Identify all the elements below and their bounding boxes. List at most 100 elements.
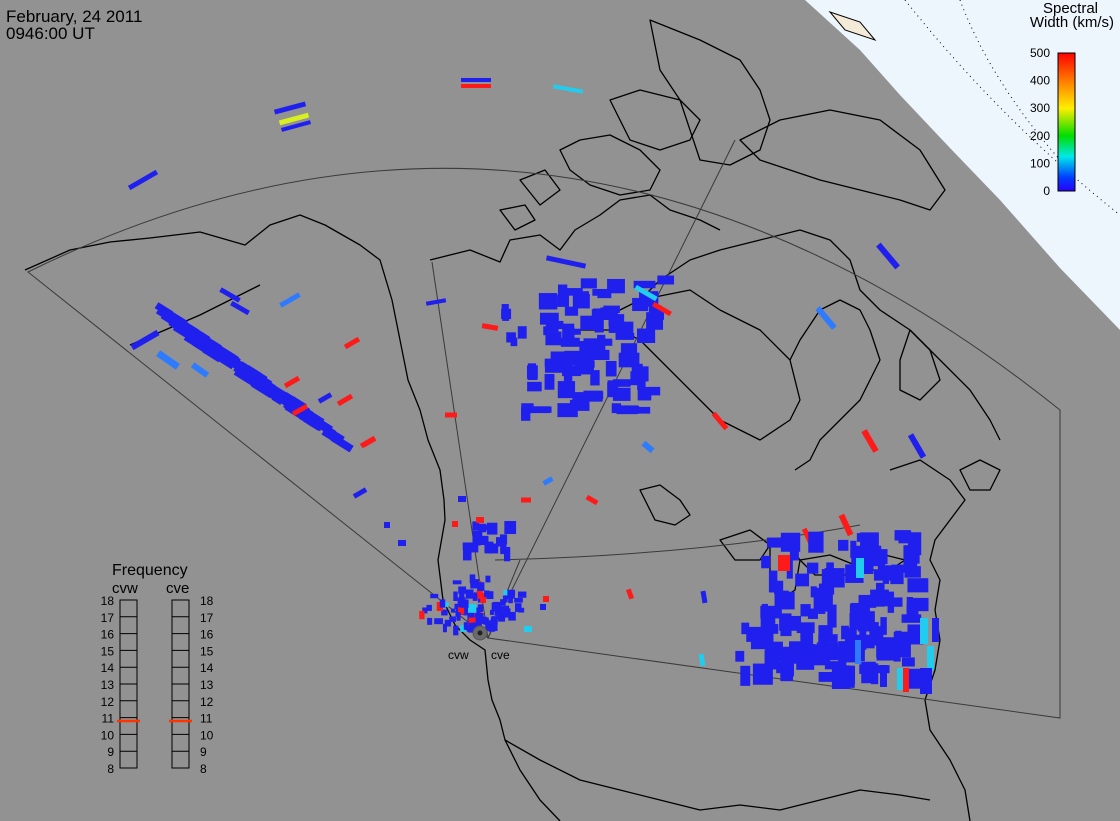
scatter-cell <box>557 381 576 399</box>
scatter-cell <box>230 300 250 316</box>
scatter-cell <box>893 631 913 643</box>
scatter-cell <box>768 570 778 593</box>
scatter-cell <box>637 388 652 401</box>
scatter-cell <box>887 591 895 613</box>
scatter-cell <box>332 434 354 452</box>
scatter-cell <box>544 373 555 390</box>
scatter-cell <box>893 646 901 662</box>
scatter-cell <box>870 663 879 685</box>
scatter-cell <box>453 625 459 636</box>
scatter-cell <box>657 275 675 285</box>
scatter-cell <box>563 288 583 296</box>
scatter-cell <box>890 565 904 585</box>
greenland-tip <box>828 10 877 42</box>
frequency-title: Frequency <box>112 562 188 579</box>
freq-tick-right: 13 <box>200 678 214 692</box>
scatter-cell <box>503 546 511 562</box>
scatter-cell <box>542 476 554 486</box>
scatter-cell <box>199 336 219 352</box>
scatter-cell <box>762 616 770 626</box>
scatter-cell <box>361 436 377 448</box>
coastlines <box>24 19 1001 821</box>
scatter-cell <box>186 325 203 339</box>
scatter-cell <box>526 365 538 379</box>
scatter-cell <box>741 622 750 635</box>
scatter-cell <box>927 646 934 670</box>
scatter-cell <box>468 543 479 553</box>
scatter-cell <box>485 575 491 583</box>
scatter-cell <box>452 521 458 527</box>
scatter-cell <box>470 579 479 589</box>
scatter-cell <box>530 406 551 414</box>
freq-tick-right: 11 <box>200 712 213 726</box>
scatter-cell <box>273 101 307 115</box>
scatter-cell <box>441 602 449 608</box>
scatter-cell <box>564 306 579 316</box>
scatter-cell <box>844 627 857 652</box>
scatter-cell <box>838 513 854 537</box>
scatter-cell <box>441 609 448 616</box>
scatter-cell <box>780 532 801 552</box>
scatter-cell <box>652 301 672 317</box>
scatter-cell <box>904 552 920 564</box>
scatter-cell <box>318 422 333 435</box>
scatter-cell <box>550 351 571 361</box>
time-label: 0946:00 UT <box>6 24 95 43</box>
scatter-cell <box>764 650 781 670</box>
scatter-cell <box>633 280 656 289</box>
scatter-cell <box>789 641 805 652</box>
scatter-cell <box>871 538 878 551</box>
scatter-cell <box>795 573 810 587</box>
scatter-cell <box>711 411 729 431</box>
scatter-cell <box>469 622 478 630</box>
scatter-cell <box>456 612 461 621</box>
freq-tick-right: 10 <box>200 728 214 742</box>
scatter-cell <box>641 440 655 454</box>
scatter-cell <box>458 496 466 502</box>
scatter-cell <box>932 618 939 642</box>
scatter-cell <box>557 295 569 307</box>
colorbar-tick-label: 200 <box>1030 129 1050 143</box>
scatter-cell <box>445 412 457 418</box>
freq-tick-left: 11 <box>102 712 115 726</box>
scatter-cell <box>545 255 587 269</box>
freq-tick-left: 16 <box>101 628 115 642</box>
scatter-cell <box>190 362 210 378</box>
scatter-cell <box>631 363 643 372</box>
freq-tick-right: 16 <box>200 628 214 642</box>
scatter-cell <box>800 630 814 645</box>
scatter-cell <box>904 566 921 578</box>
scatter-cell <box>540 604 546 610</box>
scatter-cell <box>907 578 929 593</box>
scatter-cell <box>484 590 490 598</box>
frequency-panel: Frequency cvw cve 18 18 17 17 16 16 15 15 14 14 13… <box>101 562 214 776</box>
freq-label-cve: cve <box>166 580 189 597</box>
scatter-cell <box>774 580 784 595</box>
scatter-cell <box>545 320 564 330</box>
scatter-cell <box>815 306 837 330</box>
scatter-cell <box>541 406 552 413</box>
polar-circle <box>904 0 1120 216</box>
freq-tick-right: 12 <box>200 695 214 709</box>
scatter-cell <box>442 623 447 633</box>
scatter-cell <box>552 84 584 94</box>
scatter-cell <box>641 332 653 342</box>
scatter-cell <box>517 326 527 339</box>
scatter-cell <box>808 531 824 553</box>
freq-tick-right: 8 <box>200 762 207 776</box>
scatter-cell <box>475 613 484 620</box>
scatter-cell <box>479 619 487 625</box>
scatter-cell <box>616 405 638 415</box>
scatter-cell <box>569 399 590 411</box>
scatter-cell <box>500 534 508 545</box>
scatter-cell <box>439 599 446 608</box>
freq-tick-right: 14 <box>200 661 214 675</box>
scatter-cell <box>898 530 912 544</box>
scatter-cell <box>735 650 745 662</box>
scatter-cell <box>543 596 549 602</box>
scatter-cell <box>521 407 531 421</box>
scatter-cell <box>877 558 886 579</box>
scatter-cell <box>820 586 833 605</box>
scatter-cell <box>219 287 241 303</box>
scatter-cell <box>489 609 494 615</box>
